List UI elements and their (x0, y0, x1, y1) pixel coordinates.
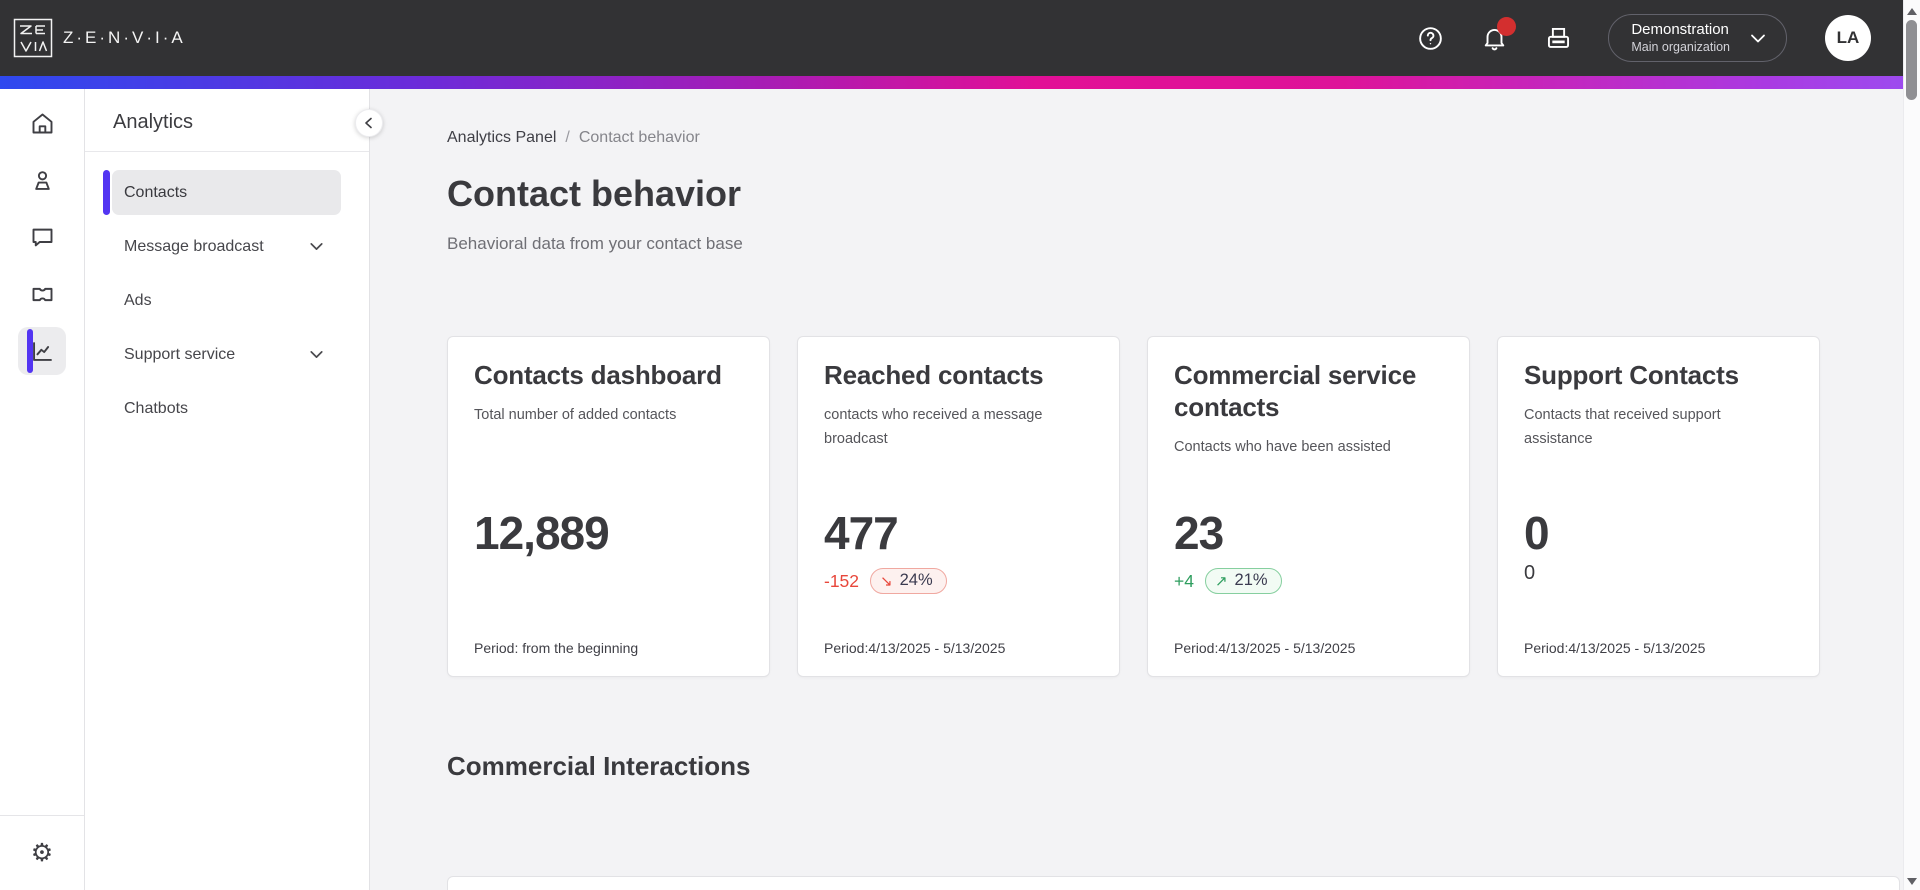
help-icon[interactable] (1416, 24, 1444, 52)
rail-bottom-section: ⚙ (0, 815, 84, 890)
main-content: Analytics Panel / Contact behavior Conta… (370, 89, 1920, 890)
card-secondary-value: 0 (1524, 562, 1536, 584)
sidebar-item-analytics[interactable] (18, 327, 66, 375)
organization-switcher[interactable]: Demonstration Main organization (1608, 14, 1787, 62)
badge-percent: 21% (1234, 571, 1268, 589)
brand-gradient-bar (0, 76, 1920, 89)
card-description: Total number of added contacts (474, 407, 677, 423)
scroll-up-arrow[interactable] (1907, 8, 1917, 15)
menu-item-label: Chatbots (124, 399, 189, 417)
notifications-icon[interactable] (1480, 17, 1517, 52)
sidebar-item-home[interactable] (18, 99, 66, 147)
scrollbar-thumb[interactable] (1906, 20, 1917, 100)
icon-rail: ⚙ (0, 89, 85, 890)
scroll-down-arrow[interactable] (1907, 878, 1917, 885)
card-commercial-service-contacts: Commercial service contacts Contacts who… (1147, 336, 1470, 677)
section-title-commercial-interactions: Commercial Interactions (447, 751, 751, 781)
active-rail-indicator (27, 329, 33, 373)
card-title: Contacts dashboard (474, 360, 722, 390)
chevron-down-icon (306, 344, 327, 365)
card-title: Support Contacts (1524, 360, 1739, 390)
sidebar-item-support-service[interactable]: Support service (112, 332, 341, 377)
card-description: Contacts that received support assistanc… (1524, 407, 1721, 447)
analytics-icon (29, 338, 56, 365)
card-description: contacts who received a message broadcas… (824, 407, 1043, 447)
notification-badge-dot (1497, 17, 1517, 36)
gear-icon[interactable]: ⚙ (30, 838, 54, 867)
delta-value: +4 (1174, 570, 1194, 591)
vertical-scrollbar[interactable] (1903, 0, 1920, 890)
print-icon[interactable] (1544, 24, 1572, 52)
menu-item-label: Ads (124, 291, 152, 309)
card-period: Period:4/13/2025 - 5/13/2025 (1524, 640, 1706, 656)
sidebar-menu: Contacts Message broadcast Ads Support s… (85, 152, 369, 431)
sidebar-item-ads[interactable]: Ads (112, 278, 341, 323)
commercial-interactions-card (447, 876, 1900, 890)
trend-badge-down: ↘ 24% (870, 568, 947, 594)
active-menu-indicator (103, 170, 110, 215)
trend-badge-up: ↗ 21% (1204, 568, 1282, 594)
breadcrumb: Analytics Panel / Contact behavior (447, 128, 1900, 148)
chat-icon (29, 224, 56, 251)
card-reached-contacts: Reached contacts contacts who received a… (797, 336, 1120, 677)
trend-up-icon: ↗ (1214, 572, 1228, 590)
card-contacts-dashboard: Contacts dashboard Total number of added… (447, 336, 770, 677)
sidebar-item-message-broadcast[interactable]: Message broadcast (112, 224, 341, 269)
sidebar-title: Analytics (113, 111, 194, 133)
delta-value: -152 (824, 570, 860, 591)
card-value: 477 (824, 507, 899, 559)
organization-name: Demonstration (1631, 20, 1729, 38)
card-description: Contacts who have been assisted (1174, 439, 1391, 455)
zenvia-logo-icon (13, 18, 53, 58)
chevron-left-icon (360, 114, 378, 132)
card-support-contacts: Support Contacts Contacts that received … (1497, 336, 1820, 677)
sidebar-item-chatbots[interactable]: Chatbots (112, 386, 341, 431)
card-period: Period:4/13/2025 - 5/13/2025 (824, 640, 1006, 656)
analytics-sidebar: Analytics Contacts Message broadcast Ads… (85, 89, 383, 890)
chevron-down-icon (1746, 26, 1770, 50)
card-value: 0 (1524, 507, 1550, 559)
card-delta-row: +4 ↗ 21% (1174, 566, 1282, 596)
metric-cards-row: Contacts dashboard Total number of added… (447, 336, 1900, 677)
sidebar-item-contacts[interactable] (18, 156, 66, 204)
menu-item-label: Message broadcast (124, 237, 264, 255)
card-value: 23 (1174, 507, 1224, 559)
breadcrumb-separator: / (565, 129, 570, 146)
card-delta-row: -152 ↘ 24% (824, 566, 947, 596)
brand-wordmark: Z·E·N·V·I·A (63, 28, 186, 47)
card-title: Reached contacts (824, 360, 1044, 390)
sidebar-item-conversations[interactable] (18, 213, 66, 261)
breadcrumb-analytics-panel[interactable]: Analytics Panel (447, 129, 557, 146)
sidebar-collapse-button[interactable] (355, 109, 383, 137)
card-title: Commercial service contacts (1174, 360, 1417, 422)
sidebar-item-contacts-analytics[interactable]: Contacts (103, 170, 341, 215)
card-period: Period: from the beginning (474, 640, 639, 656)
card-period: Period:4/13/2025 - 5/13/2025 (1174, 640, 1356, 656)
sidebar-item-tickets[interactable] (18, 270, 66, 318)
top-bar: Z·E·N·V·I·A Demonstratio (0, 0, 1920, 76)
breadcrumb-current: Contact behavior (578, 129, 700, 146)
home-icon (29, 110, 56, 137)
user-avatar[interactable]: LA (1825, 15, 1871, 61)
menu-item-label: Support service (124, 345, 236, 363)
trend-down-icon: ↘ (880, 572, 893, 590)
card-value: 12,889 (474, 507, 610, 559)
menu-item-label: Contacts (124, 183, 188, 201)
page-title: Contact behavior (447, 173, 742, 214)
organization-subtitle: Main organization (1631, 39, 1730, 54)
badge-percent: 24% (899, 571, 933, 589)
sidebar-divider (85, 151, 369, 152)
ticket-icon (29, 281, 56, 308)
contacts-icon (29, 167, 56, 194)
chevron-down-icon (306, 236, 327, 257)
page-subtitle: Behavioral data from your contact base (447, 234, 743, 253)
